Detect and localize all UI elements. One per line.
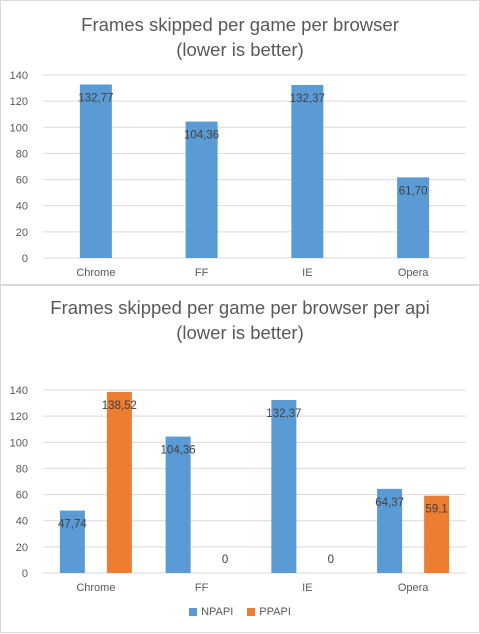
bar-series-ie	[291, 84, 324, 258]
x-tick-label: Opera	[398, 582, 429, 594]
bar-series-chrome	[79, 84, 112, 258]
x-tick-label: Chrome	[76, 267, 115, 279]
y-tick-label: 120	[10, 411, 28, 423]
y-tick-label: 80	[16, 148, 28, 160]
bar-npapi-chrome	[59, 510, 85, 573]
data-label: 0	[222, 554, 228, 566]
chart-panel-1: Frames skipped per game per browser (low…	[0, 0, 480, 285]
y-tick-label: 60	[16, 175, 28, 187]
legend-item-ppapi: PPAPI	[247, 606, 291, 618]
y-tick-label: 20	[16, 542, 28, 554]
data-label: 132,37	[290, 93, 325, 105]
bar-series-ff	[185, 121, 218, 258]
data-label: 61,70	[399, 185, 428, 197]
legend-item-npapi: NPAPI	[189, 606, 233, 618]
bar-npapi-opera	[377, 488, 403, 573]
chart-panel-2: Frames skipped per game per browser per …	[0, 285, 480, 633]
legend-swatch	[189, 608, 198, 616]
bar-ppapi-opera	[424, 495, 450, 573]
x-tick-label: Opera	[398, 267, 429, 279]
y-tick-label: 80	[16, 463, 28, 475]
data-label: 0	[328, 554, 334, 566]
y-tick-label: 140	[10, 70, 28, 82]
x-tick-label: FF	[195, 267, 209, 279]
data-label: 59,1	[425, 504, 447, 516]
data-label: 104,36	[184, 130, 219, 142]
legend-label: NPAPI	[201, 606, 234, 618]
data-label: 132,77	[78, 92, 113, 104]
chart-subtitle: (lower is better)	[176, 39, 304, 60]
data-label: 104,36	[161, 445, 196, 457]
chart-subtitle: (lower is better)	[176, 322, 304, 343]
chart-title: Frames skipped per game per browser	[81, 14, 399, 35]
y-tick-label: 100	[10, 122, 28, 134]
chart-plot: 0 20 40 60 80 100 120 140 Chrome 132,77 FF 104,36 IE…	[10, 70, 466, 279]
y-tick-label: 60	[16, 490, 28, 502]
y-tick-label: 120	[10, 96, 28, 108]
bar-ppapi-chrome	[106, 391, 132, 573]
data-label: 64,37	[375, 497, 404, 509]
y-tick-label: 100	[10, 437, 28, 449]
x-tick-label: IE	[302, 267, 312, 279]
x-tick-label: FF	[195, 582, 209, 594]
legend-swatch	[247, 608, 256, 616]
y-tick-label: 40	[16, 201, 28, 213]
y-tick-label: 0	[22, 568, 28, 580]
bar-series-opera	[397, 177, 430, 258]
data-label: 132,37	[266, 408, 301, 420]
chart-plot: 0 20 40 60 80 100 120 140 Chrome 47,74 138,52 FF 104…	[10, 385, 466, 594]
bar-npapi-ie	[271, 399, 297, 573]
data-label: 138,52	[102, 400, 137, 412]
bar-npapi-ff	[165, 436, 191, 573]
y-tick-label: 140	[10, 385, 28, 397]
y-tick-label: 40	[16, 516, 28, 528]
y-tick-label: 20	[16, 227, 28, 239]
y-tick-label: 0	[22, 253, 28, 265]
chart-title: Frames skipped per game per browser per …	[50, 297, 430, 318]
data-label: 47,74	[58, 519, 87, 531]
x-tick-label: IE	[302, 582, 312, 594]
x-tick-label: Chrome	[76, 582, 115, 594]
legend-label: PPAPI	[259, 606, 291, 618]
legend: NPAPI PPAPI	[1, 606, 479, 618]
